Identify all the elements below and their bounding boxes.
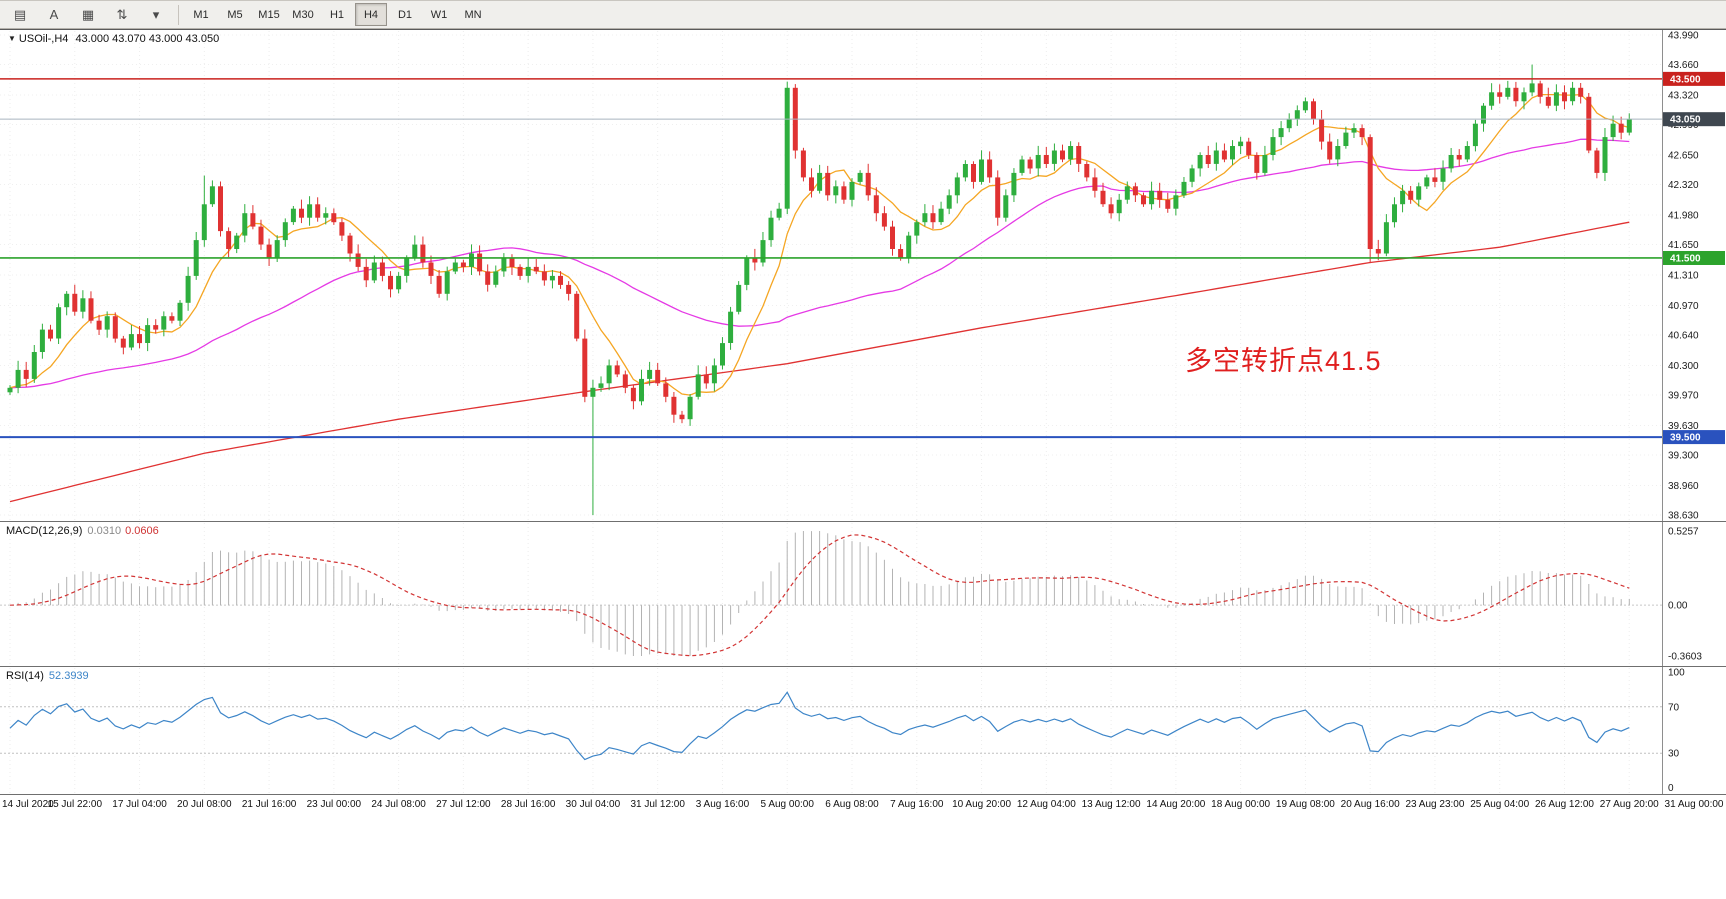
- price-tick-label: 43.660: [1668, 60, 1699, 71]
- time-axis-label: 23 Jul 00:00: [306, 799, 362, 810]
- toolbar: ▤ A ▦ ⇅ ▾ M1 M5 M15 M30 H1 H4 D1 W1 MN: [0, 1, 1726, 29]
- time-axis-label: 20 Aug 16:00: [1340, 799, 1400, 810]
- time-axis-label: 23 Aug 23:00: [1405, 799, 1465, 810]
- timeframe-button-m30[interactable]: M30: [292, 8, 314, 21]
- price-tick-label: 40.300: [1668, 361, 1699, 372]
- time-axis-label: 3 Aug 16:00: [695, 799, 750, 810]
- price-tick-label: 43.320: [1668, 91, 1699, 102]
- price-level-badge-label: 41.500: [1670, 253, 1701, 264]
- price-level-badge: [1663, 250, 1725, 265]
- text-tool-button[interactable]: A: [38, 3, 70, 26]
- rsi-axis-label: 70: [1668, 702, 1680, 713]
- price-tick-label: 40.640: [1668, 331, 1699, 342]
- ma-mid-line: [9, 138, 1630, 389]
- time-axis-label: 25 Aug 04:00: [1470, 799, 1530, 810]
- time-axis-label: 27 Aug 20:00: [1599, 799, 1659, 810]
- price-tick-label: 43.990: [1668, 31, 1699, 42]
- chart-template-button[interactable]: ▦: [72, 3, 104, 26]
- window-layout-button[interactable]: ▤: [4, 3, 36, 26]
- timeframe-button-m5[interactable]: M5: [227, 8, 243, 21]
- macd-axis-label: 0.00: [1668, 601, 1688, 612]
- price-tick-label: 39.300: [1668, 451, 1699, 462]
- time-axis-label: 14 Jul 2020: [2, 799, 54, 810]
- macd-axis-label: 0.5257: [1668, 527, 1699, 538]
- timeframe-button-h1[interactable]: H1: [329, 8, 345, 21]
- price-level-badge-label: 43.050: [1670, 115, 1701, 126]
- text-tool-icon: A: [49, 7, 59, 22]
- toolbar-icon-group: ▤ A ▦ ⇅ ▾: [3, 3, 173, 26]
- time-axis-label: 6 Aug 08:00: [825, 799, 879, 810]
- timeframe-button-mn[interactable]: MN: [464, 8, 482, 21]
- rsi-axis-label: 100: [1668, 668, 1685, 679]
- timeframe-button-w1[interactable]: W1: [430, 8, 448, 21]
- time-axis-label: 7 Aug 16:00: [890, 799, 944, 810]
- price-tick-label: 41.980: [1668, 211, 1699, 222]
- rsi-axis-label: 0: [1668, 783, 1674, 794]
- main-chart-panel[interactable]: 43.99043.66043.32042.99042.65042.32041.9…: [0, 29, 1726, 521]
- macd-axis-label: -0.3603: [1668, 652, 1702, 663]
- levels-layer: [0, 78, 1662, 439]
- timeframe-button-m15[interactable]: M15: [258, 8, 280, 21]
- time-axis-label: 19 Aug 08:00: [1275, 799, 1335, 810]
- time-axis-label: 12 Aug 04:00: [1016, 799, 1076, 810]
- macd-canvas[interactable]: 0.5257 0.00 -0.3603: [0, 521, 1726, 666]
- ma-slow-line: [9, 221, 1630, 503]
- price-level-badge-label: 39.500: [1670, 433, 1701, 444]
- time-axis-label: 31 Aug 00:00: [1664, 799, 1724, 810]
- chart-template-icon: ▦: [81, 7, 95, 22]
- grid-layer: [0, 31, 1662, 521]
- time-axis-label: 31 Jul 12:00: [630, 799, 685, 810]
- rsi-panel[interactable]: 100 70 30 0 RSI(14) 52.3939: [0, 666, 1726, 794]
- dropdown-caret-button[interactable]: ▾: [140, 3, 172, 26]
- time-axis-label: 28 Jul 16:00: [500, 799, 556, 810]
- timeframe-button-group: M1 M5 M15 M30 H1 H4 D1 W1 MN: [184, 3, 490, 26]
- price-level-badge: [1663, 112, 1725, 127]
- toolbar-separator: [178, 4, 179, 25]
- price-tick-label: 38.630: [1668, 511, 1699, 522]
- time-axis-label: 20 Jul 08:00: [177, 799, 232, 810]
- bottom-filler: [0, 816, 1726, 899]
- time-axis-label: 26 Aug 12:00: [1534, 799, 1594, 810]
- price-tick-label: 40.970: [1668, 301, 1699, 312]
- price-tick-label: 38.960: [1668, 481, 1699, 492]
- rsi-line: [9, 691, 1630, 761]
- dropdown-caret-icon: ▾: [152, 7, 160, 22]
- timeframe-button-h4[interactable]: H4: [355, 3, 387, 26]
- price-level-badge: [1663, 71, 1725, 86]
- arrange-charts-icon: ⇅: [116, 7, 128, 22]
- time-axis-label: 10 Aug 20:00: [952, 799, 1012, 810]
- price-tick-label: 42.320: [1668, 180, 1699, 191]
- timeframe-button-m1[interactable]: M1: [193, 8, 209, 21]
- timeframe-button-d1[interactable]: D1: [397, 8, 413, 21]
- arrange-charts-button[interactable]: ⇅: [106, 3, 138, 26]
- price-level-badge-label: 43.500: [1670, 74, 1701, 85]
- candles-layer: [7, 64, 1632, 515]
- time-axis-label: 24 Jul 08:00: [371, 799, 426, 810]
- price-tick-label: 42.650: [1668, 151, 1699, 162]
- time-axis-label: 5 Aug 00:00: [760, 799, 814, 810]
- rsi-canvas[interactable]: 100 70 30 0: [0, 666, 1726, 794]
- macd-panel[interactable]: 0.5257 0.00 -0.3603 MACD(12,26,9) 0.0310 0.0…: [0, 521, 1726, 666]
- macd-signal-line: [9, 534, 1630, 657]
- price-tick-label: 41.650: [1668, 240, 1699, 251]
- price-axis[interactable]: 43.99043.66043.32042.99042.65042.32041.9…: [1662, 29, 1726, 521]
- time-axis[interactable]: 14 Jul 2020 15 Jul 22:00 17 Jul 04:00 20 Ju…: [0, 794, 1726, 816]
- main-chart-canvas[interactable]: 43.99043.66043.32042.99042.65042.32041.9…: [0, 29, 1726, 521]
- time-axis-label: 14 Aug 20:00: [1146, 799, 1206, 810]
- rsi-axis-label: 30: [1668, 749, 1680, 760]
- price-level-badge: [1663, 430, 1725, 445]
- window-layout-icon: ▤: [13, 7, 27, 22]
- price-tick-label: 39.630: [1668, 421, 1699, 432]
- price-tick-label: 41.310: [1668, 271, 1699, 282]
- time-axis-label: 21 Jul 16:00: [241, 799, 297, 810]
- time-axis-label: 15 Jul 22:00: [47, 799, 103, 810]
- macd-histogram: [17, 531, 1630, 656]
- time-axis-label: 30 Jul 04:00: [565, 799, 621, 810]
- time-axis-label: 17 Jul 04:00: [112, 799, 167, 810]
- time-axis-label: 13 Aug 12:00: [1081, 799, 1141, 810]
- time-axis-label: 27 Jul 12:00: [436, 799, 491, 810]
- time-axis-label: 18 Aug 00:00: [1211, 799, 1271, 810]
- price-tick-label: 39.970: [1668, 391, 1699, 402]
